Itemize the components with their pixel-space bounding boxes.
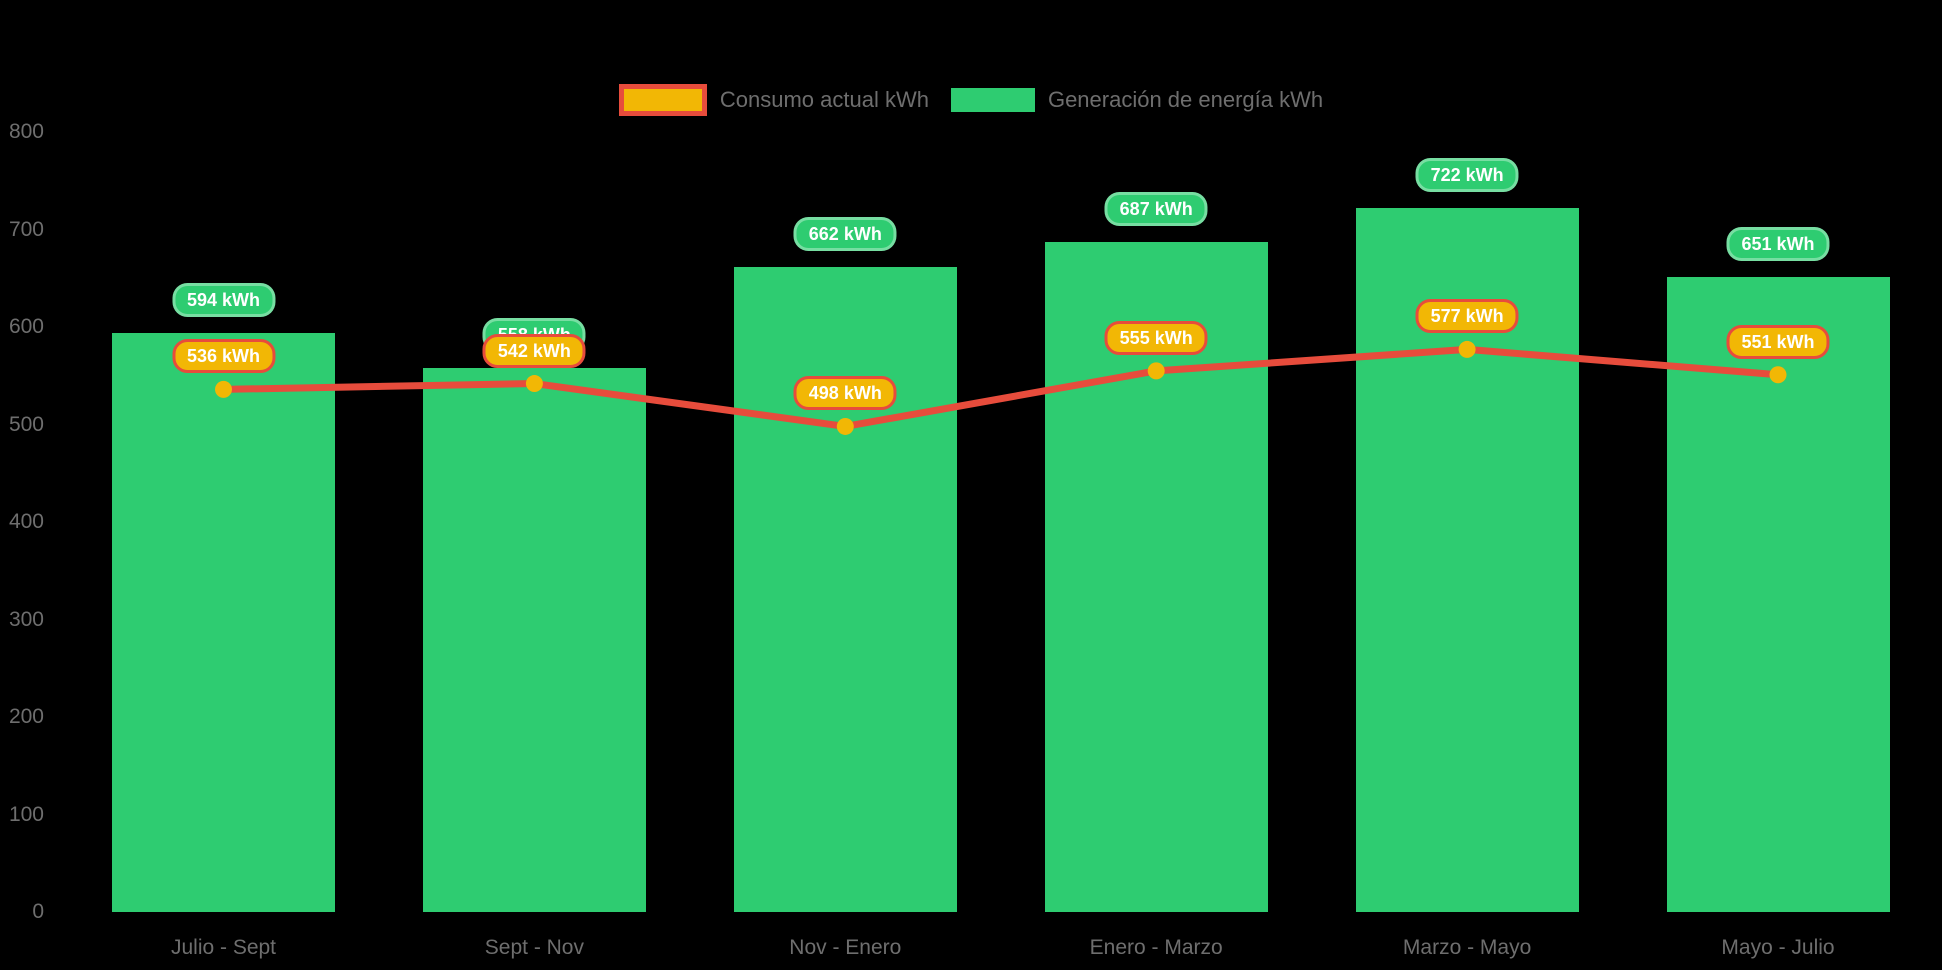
y-axis-tick-label: 700 <box>8 217 44 241</box>
consumo-line-point[interactable] <box>1147 362 1165 380</box>
consumo-value-label: 555 kWh <box>1104 320 1208 355</box>
y-axis-tick-label: 400 <box>8 510 44 533</box>
x-axis-label: Nov - Enero <box>789 936 902 959</box>
x-axis-label: Julio - Sept <box>170 936 277 959</box>
consumo-value-label: 577 kWh <box>1415 299 1519 334</box>
y-axis-tick-label: 200 <box>8 705 44 728</box>
consumo-value-label: 498 kWh <box>793 376 897 411</box>
y-axis-tick-label: 100 <box>8 802 44 826</box>
consumo-line-point[interactable] <box>525 375 543 393</box>
generacion-bar[interactable] <box>422 367 646 912</box>
consumo-line-point[interactable] <box>1769 366 1787 384</box>
y-axis-tick-label: 600 <box>8 315 44 338</box>
generacion-value-label: 687 kWh <box>1104 192 1208 227</box>
legend-item-consumo[interactable]: Consumo actual kWh <box>618 84 929 116</box>
consumo-value-label: 542 kWh <box>482 333 586 368</box>
y-axis-tick-label: 500 <box>8 412 44 436</box>
y-axis-tick-label: 800 <box>8 120 44 143</box>
x-axis-label: Marzo - Mayo <box>1402 936 1532 959</box>
generacion-bar[interactable] <box>112 332 335 912</box>
x-axis-label: Enero - Marzo <box>1089 936 1223 959</box>
generacion-value-label: 662 kWh <box>793 216 897 251</box>
x-axis-label: Sept - Nov <box>484 936 584 959</box>
consumo-line-point[interactable] <box>1458 340 1476 358</box>
legend-item-generacion[interactable]: Generación de energía kWh <box>950 87 1324 113</box>
consumo-value-label: 536 kWh <box>171 339 276 374</box>
generacion-value-label: 722 kWh <box>1415 158 1519 193</box>
consumo-line <box>220 345 1782 430</box>
consumo-line-point[interactable] <box>836 417 854 435</box>
chart-legend: Consumo actual kWh Generación de energía… <box>0 84 1942 116</box>
consumo-value-label: 551 kWh <box>1726 324 1830 359</box>
generacion-value-label: 651 kWh <box>1726 227 1830 262</box>
legend-label-consumo: Consumo actual kWh <box>719 87 929 112</box>
generacion-swatch-icon <box>950 88 1035 112</box>
generacion-value-label: 594 kWh <box>171 282 276 317</box>
x-axis-label: Mayo - Julio <box>1721 936 1835 959</box>
consumo-swatch-icon <box>618 84 707 116</box>
y-axis-tick-label: 0 <box>32 900 44 923</box>
legend-label-generacion: Generación de energía kWh <box>1047 87 1324 112</box>
y-axis-tick-label: 300 <box>8 607 44 631</box>
generacion-bar[interactable] <box>733 266 957 912</box>
consumo-line-point[interactable] <box>215 380 232 398</box>
